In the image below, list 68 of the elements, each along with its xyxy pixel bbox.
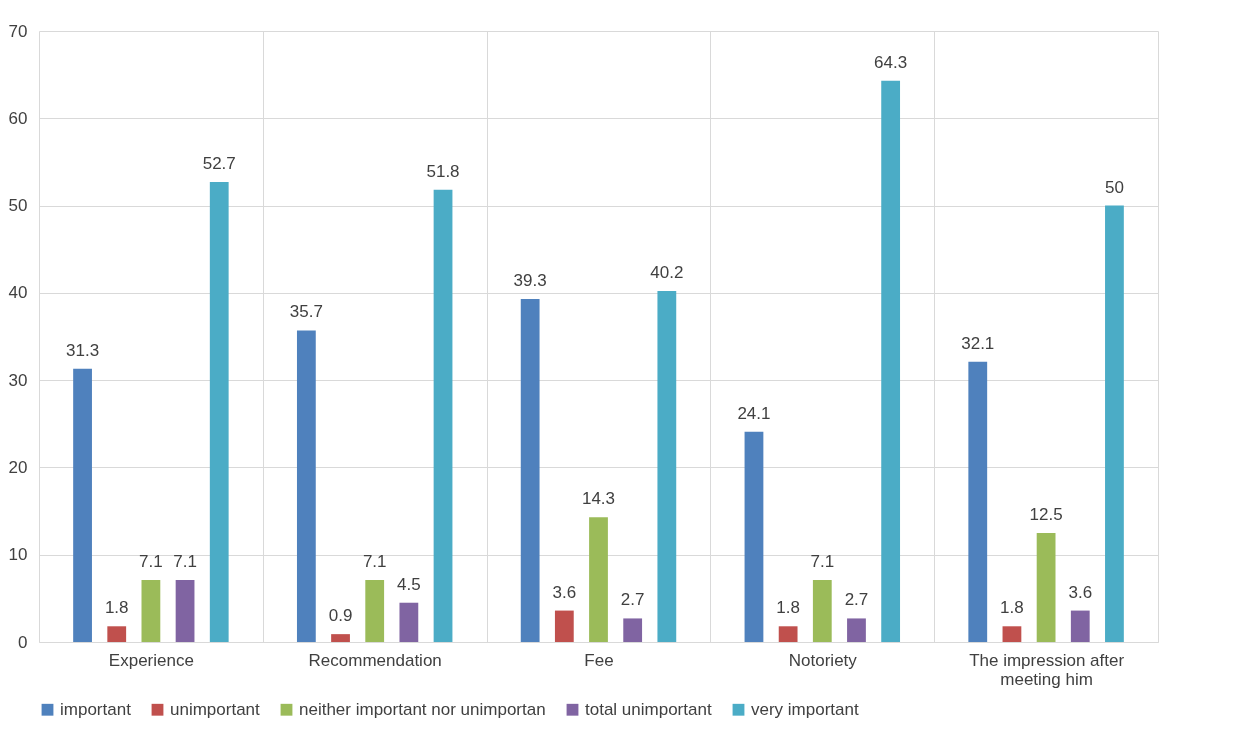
data-label: 7.1 bbox=[810, 552, 835, 572]
bar bbox=[73, 368, 92, 642]
y-tick-label: 40 bbox=[8, 283, 28, 303]
data-label: 31.3 bbox=[66, 340, 100, 360]
data-label: 14.3 bbox=[581, 489, 616, 509]
y-tick-label: 70 bbox=[8, 21, 28, 41]
bar bbox=[175, 580, 195, 642]
y-tick-label: 20 bbox=[8, 457, 28, 477]
bar bbox=[296, 330, 316, 642]
y-tick-label: 0 bbox=[18, 632, 28, 652]
legend-label: neither important nor unimportan bbox=[299, 699, 546, 719]
data-label: 35.7 bbox=[289, 302, 323, 322]
x-tick-label: Recommendation bbox=[308, 650, 442, 670]
data-label: 1.8 bbox=[776, 598, 800, 618]
bar bbox=[141, 580, 161, 642]
bar bbox=[399, 602, 419, 642]
y-tick-label: 10 bbox=[8, 545, 28, 565]
bar bbox=[1070, 610, 1090, 642]
data-label: 2.7 bbox=[620, 590, 645, 610]
y-tick-label: 60 bbox=[8, 108, 28, 128]
data-label: 52.7 bbox=[202, 154, 236, 173]
bar bbox=[623, 618, 643, 642]
x-tick-label: Fee bbox=[584, 650, 614, 670]
data-label: 50 bbox=[1104, 177, 1124, 197]
x-tick-label: The impression after meeting him bbox=[969, 650, 1125, 689]
legend-label: unimportant bbox=[170, 699, 261, 719]
bar bbox=[365, 580, 385, 642]
bar bbox=[881, 80, 901, 642]
data-label: 2.7 bbox=[844, 590, 869, 610]
data-label: 0.9 bbox=[328, 606, 353, 626]
data-label: 64.3 bbox=[874, 52, 908, 72]
bar bbox=[589, 517, 608, 642]
data-label: 24.1 bbox=[737, 403, 771, 423]
data-label: 32.1 bbox=[961, 333, 995, 353]
bar bbox=[1036, 532, 1056, 642]
y-tick-label: 50 bbox=[8, 196, 28, 216]
data-label: 1.8 bbox=[1000, 598, 1024, 618]
legend-label: total unimportant bbox=[585, 699, 712, 719]
legend-label: important bbox=[60, 699, 132, 719]
bar bbox=[657, 291, 677, 642]
bar bbox=[1105, 205, 1124, 642]
bar bbox=[847, 618, 866, 642]
bar bbox=[1002, 626, 1022, 642]
bar bbox=[209, 182, 229, 642]
data-label: 12.5 bbox=[1029, 504, 1063, 524]
data-label: 7.1 bbox=[362, 552, 387, 572]
data-label: 1.8 bbox=[104, 598, 129, 618]
data-label: 7.1 bbox=[173, 552, 197, 572]
bar bbox=[744, 431, 764, 642]
y-tick-label: 30 bbox=[8, 370, 28, 390]
legend-label: very important bbox=[751, 699, 859, 719]
bar bbox=[520, 298, 540, 642]
bar bbox=[968, 361, 988, 642]
bar bbox=[331, 634, 350, 642]
bar bbox=[433, 189, 453, 642]
data-label: 39.3 bbox=[513, 270, 547, 290]
data-label: 40.2 bbox=[650, 263, 684, 283]
bar bbox=[812, 580, 832, 642]
x-tick-label: Notoriety bbox=[788, 650, 858, 670]
bar bbox=[107, 626, 127, 642]
data-label: 4.5 bbox=[397, 574, 421, 594]
data-label: 51.8 bbox=[426, 161, 460, 181]
bar bbox=[554, 610, 574, 642]
bar bbox=[778, 626, 798, 642]
x-tick-label: Experience bbox=[108, 650, 194, 670]
data-label: 3.6 bbox=[552, 582, 577, 602]
data-label: 3.6 bbox=[1068, 582, 1093, 602]
data-label: 7.1 bbox=[139, 552, 163, 572]
